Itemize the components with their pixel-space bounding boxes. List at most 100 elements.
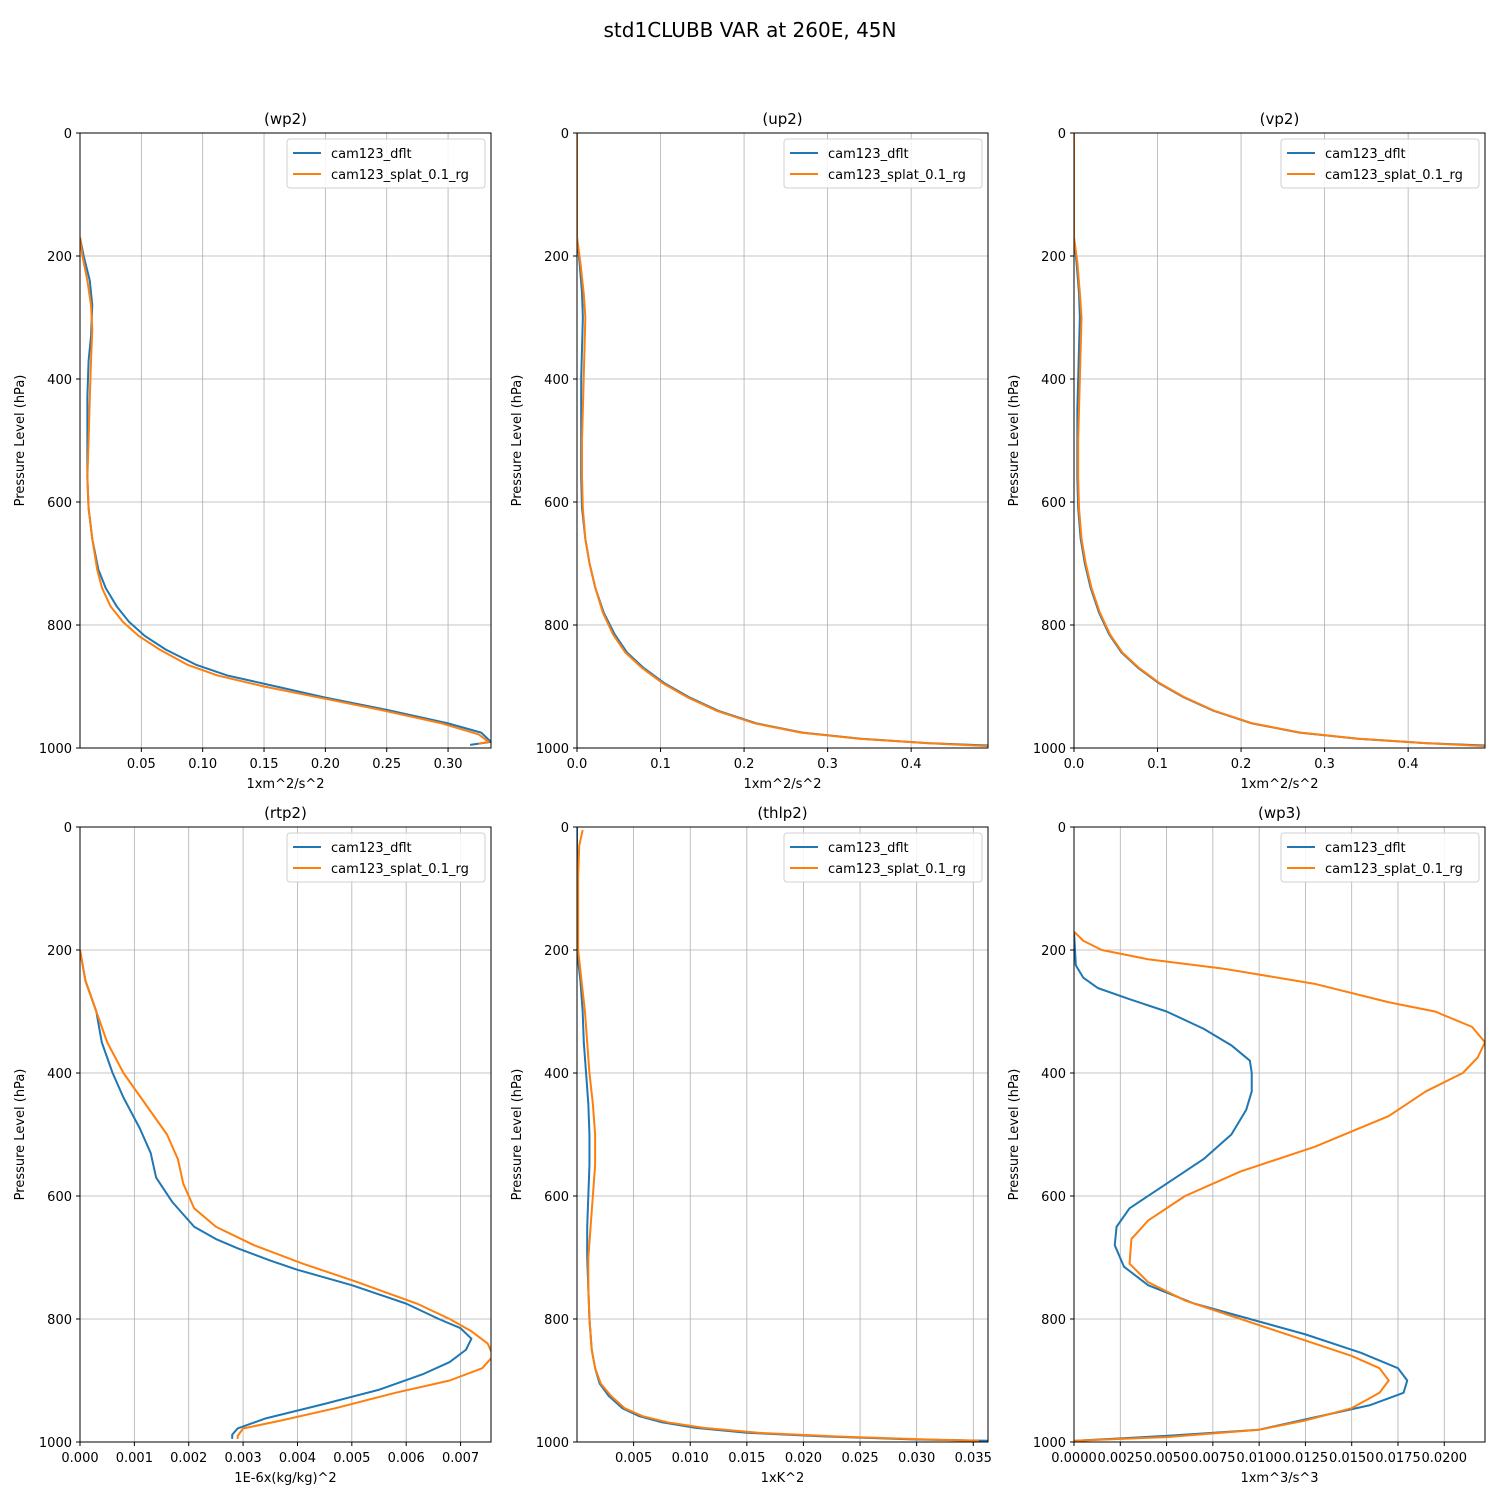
panel-5-title: (thlp2) <box>757 804 807 822</box>
panel-6-ylabel: Pressure Level (hPa) <box>1007 1069 1022 1201</box>
panel-4-xtick-label-1: 0.001 <box>116 1451 153 1466</box>
panel-2-xlabel: 1xm^2/s^2 <box>743 777 821 792</box>
panel-3-legend-label-1: cam123_dflt <box>1325 147 1406 162</box>
panel-1-legend: cam123_dflt cam123_splat_0.1_rg <box>286 138 486 189</box>
panel-5-ytick-label-3: 600 <box>544 1190 569 1205</box>
panel-6-xtick-label-8: 0.0200 <box>1422 1451 1468 1466</box>
panel-4-legend-label-2: cam123_splat_0.1_rg <box>331 862 469 877</box>
panel-4-ytick-label-3: 600 <box>47 1190 72 1205</box>
panel-2-ylabel: Pressure Level (hPa) <box>510 375 525 507</box>
panel-6-xtick-label-1: 0.0025 <box>1098 1451 1144 1466</box>
panel-5-series-2-line <box>577 829 979 1442</box>
panel-3-axes-frame <box>1073 132 1486 749</box>
panel-1-ytick-label-1: 200 <box>47 250 72 265</box>
panel-4-xtick-label-7: 0.007 <box>442 1451 479 1466</box>
panel-6-ytick-label-5: 1000 <box>1033 1436 1066 1451</box>
panel-2-legend-label-1: cam123_dflt <box>828 147 909 162</box>
panel-5-ytick-label-5: 1000 <box>536 1436 569 1451</box>
panel-5-xtick-label-2: 0.015 <box>728 1451 765 1466</box>
panel-1-axes-frame <box>79 132 492 749</box>
panel-3-xtick-label-4: 0.4 <box>1398 757 1419 772</box>
panel-3-xtick-label-3: 0.3 <box>1314 757 1335 772</box>
panel-4-title: (rtp2) <box>264 804 307 822</box>
panel-1-xtick-label-2: 0.15 <box>250 757 279 772</box>
panel-4-xtick-label-6: 0.006 <box>388 1451 425 1466</box>
panel-2-ytick-label-3: 600 <box>544 496 569 511</box>
panel-2-xtick-label-1: 0.1 <box>650 757 671 772</box>
panel-2-ytick-label-5: 1000 <box>536 742 569 757</box>
panel-4-series-1-line <box>80 949 473 1439</box>
panel-3-xtick-label-1: 0.1 <box>1147 757 1168 772</box>
panel-2-ytick-label-4: 800 <box>544 619 569 634</box>
panel-2-axes-frame <box>576 132 989 749</box>
panel-4: 0.000 0.001 0.002 0.003 0.004 0.005 0.006 0.007… <box>13 804 492 1486</box>
panel-1-ytick-label-4: 800 <box>47 619 72 634</box>
panel-6-legend-label-2: cam123_splat_0.1_rg <box>1325 862 1463 877</box>
panel-5-legend-label-2: cam123_splat_0.1_rg <box>828 862 966 877</box>
panel-5-ytick-label-2: 400 <box>544 1067 569 1082</box>
panel-1-ytick-label-0: 0 <box>64 127 72 142</box>
panel-6-legend-label-1: cam123_dflt <box>1325 841 1406 856</box>
panel-3-legend-box <box>1280 138 1480 189</box>
panels: 0.05 0.10 0.15 0.20 0.25 0.300200400600800100… <box>13 110 1486 1486</box>
panel-3: 0.0 0.1 0.2 0.3 0.4 0 200 400 600 800 1000 (vp2) 1xm… <box>1007 110 1486 792</box>
panel-4-xtick-label-3: 0.003 <box>224 1451 261 1466</box>
panel-6-ytick-label-2: 400 <box>1041 1067 1066 1082</box>
panel-3-xtick-label-2: 0.2 <box>1231 757 1252 772</box>
panel-5-ylabel: Pressure Level (hPa) <box>510 1069 525 1201</box>
panel-6-series-2-line <box>1074 930 1485 1442</box>
panel-6-xtick-label-2: 0.0050 <box>1144 1451 1190 1466</box>
panel-3-ytick-label-2: 400 <box>1041 373 1066 388</box>
panel-6-legend: cam123_dflt cam123_splat_0.1_rg <box>1280 832 1480 883</box>
panel-1: 0.05 0.10 0.15 0.20 0.25 0.30 0 200 400 600 800 100… <box>13 110 492 792</box>
panel-3-series-2-line <box>1074 133 1485 748</box>
panel-1-xtick-label-3: 0.20 <box>311 757 340 772</box>
panel-2-series-2-line <box>577 133 988 748</box>
panel-2-title: (up2) <box>762 110 802 128</box>
panel-3-title: (vp2) <box>1260 110 1300 128</box>
panel-2-xtick-label-4: 0.4 <box>901 757 922 772</box>
panel-1-xtick-label-1: 0.10 <box>188 757 217 772</box>
panel-6-xtick-label-5: 0.0125 <box>1283 1451 1329 1466</box>
panel-3-legend-label-2: cam123_splat_0.1_rg <box>1325 168 1463 183</box>
panel-1-xtick-label-0: 0.05 <box>127 757 156 772</box>
panel-1-ylabel: Pressure Level (hPa) <box>13 375 28 507</box>
panel-4-axes-frame <box>79 826 492 1443</box>
panel-6-xtick-label-6: 0.0150 <box>1329 1451 1375 1466</box>
panel-6-legend-box <box>1280 832 1480 883</box>
panel-6-ytick-label-4: 800 <box>1041 1313 1066 1328</box>
panel-5-ytick-label-4: 800 <box>544 1313 569 1328</box>
panel-3-xtick-label-0: 0.0 <box>1064 757 1085 772</box>
panel-5-xlabel: 1xK^2 <box>761 1471 805 1486</box>
panel-5-legend: cam123_dflt cam123_splat_0.1_rg <box>783 832 983 883</box>
panel-2-legend-box <box>783 138 983 189</box>
panel-1-xtick-label-5: 0.30 <box>434 757 463 772</box>
panel-6-ytick-label-0: 0 <box>1058 821 1066 836</box>
panel-4-series-2-line <box>80 949 491 1439</box>
panel-1-series-1-line <box>80 237 491 746</box>
panel-5: 0.005 0.010 0.015 0.020 0.025 0.030 0.035 0 200 4… <box>510 804 992 1486</box>
panel-5-ytick-label-0: 0 <box>561 821 569 836</box>
panel-4-xtick-label-4: 0.004 <box>279 1451 316 1466</box>
panel-5-xtick-label-4: 0.025 <box>841 1451 878 1466</box>
panel-2-ytick-label-0: 0 <box>561 127 569 142</box>
panel-2-legend: cam123_dflt cam123_splat_0.1_rg <box>783 138 983 189</box>
panel-1-xlabel: 1xm^2/s^2 <box>246 777 324 792</box>
panel-3-ytick-label-3: 600 <box>1041 496 1066 511</box>
panel-4-xtick-label-5: 0.005 <box>333 1451 370 1466</box>
panel-2-legend-label-2: cam123_splat_0.1_rg <box>828 168 966 183</box>
panel-6-xlabel: 1xm^3/s^3 <box>1240 1471 1318 1486</box>
panel-4-legend-label-1: cam123_dflt <box>331 841 412 856</box>
panel-4-ytick-label-2: 400 <box>47 1067 72 1082</box>
panel-5-xtick-label-6: 0.035 <box>955 1451 992 1466</box>
panel-6-series-1-line <box>1074 931 1409 1442</box>
panel-6-ytick-label-3: 600 <box>1041 1190 1066 1205</box>
panel-3-ytick-label-1: 200 <box>1041 250 1066 265</box>
panel-5-legend-box <box>783 832 983 883</box>
panel-6-axes-frame <box>1073 826 1486 1443</box>
panel-6-title: (wp3) <box>1258 804 1301 822</box>
panel-3-legend: cam123_dflt cam123_splat_0.1_rg <box>1280 138 1480 189</box>
panel-1-title: (wp2) <box>264 110 307 128</box>
